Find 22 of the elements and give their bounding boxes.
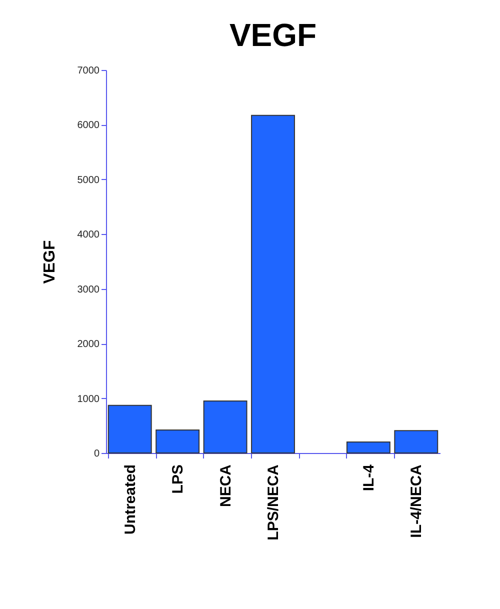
x-tick-label: IL-4/NECA — [408, 464, 426, 538]
bar — [394, 430, 438, 454]
y-tick-label: 4000 — [77, 230, 100, 241]
y-tick-label: 2000 — [77, 339, 100, 350]
bar — [156, 430, 200, 454]
x-tick-label: IL-4 — [360, 464, 378, 492]
y-tick-label: 1000 — [77, 394, 100, 405]
x-tick-label: LPS — [170, 464, 187, 494]
y-axis-title: VEGF — [41, 240, 58, 284]
bar — [203, 400, 248, 454]
y-tick-label: 6000 — [77, 120, 100, 132]
x-tick-label: LPS/NECA — [265, 464, 282, 540]
y-tick-label: 0 — [94, 448, 100, 460]
x-tick-label: Untreated — [122, 464, 139, 535]
y-tick-label: 3000 — [77, 284, 100, 296]
x-tick-label: NECA — [217, 464, 234, 508]
bar — [346, 442, 390, 454]
chart-title: VEGF — [229, 17, 317, 53]
bar — [251, 114, 295, 454]
y-tick-label: 5000 — [77, 174, 100, 186]
bar — [108, 404, 152, 454]
y-tick-label: 7000 — [77, 66, 100, 76]
